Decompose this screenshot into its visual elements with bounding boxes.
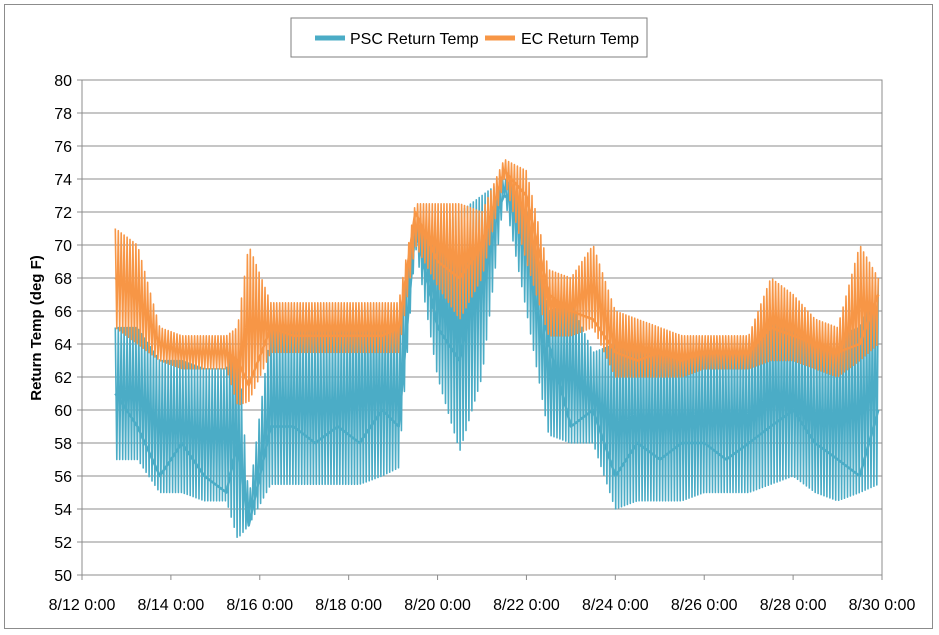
x-tick-label: 8/28 0:00 — [760, 597, 827, 614]
y-axis-label: Return Temp (deg F) — [28, 255, 45, 401]
x-axis: 8/12 0:00 8/14 0:00 8/16 0:00 8/18 0:00 8/20… — [49, 575, 916, 614]
y-tick-label: 54 — [54, 502, 72, 519]
x-tick-label: 8/12 0:00 — [49, 597, 116, 614]
plot-area — [81, 79, 883, 576]
x-tick-label: 8/14 0:00 — [138, 597, 205, 614]
series-line-ec — [114, 169, 880, 387]
x-tick-label: 8/16 0:00 — [226, 597, 293, 614]
series-band-ec — [114, 159, 880, 406]
legend-ec-label: EC Return Temp — [521, 31, 639, 48]
legend: PSC Return Temp EC Return Temp — [290, 17, 648, 58]
y-tick-label: 70 — [54, 238, 72, 255]
x-tick-label: 8/20 0:00 — [404, 597, 471, 614]
legend-psc-label: PSC Return Temp — [350, 31, 479, 48]
x-tick-label: 8/30 0:00 — [849, 597, 916, 614]
y-tick-label: 74 — [54, 172, 72, 189]
y-tick-label: 76 — [54, 139, 72, 156]
x-tick-label: 8/26 0:00 — [671, 597, 738, 614]
x-tick-label: 8/18 0:00 — [315, 597, 382, 614]
x-tick-label: 8/22 0:00 — [493, 597, 560, 614]
y-tick-label: 64 — [54, 337, 72, 354]
y-tick-label: 62 — [54, 370, 72, 387]
y-tick-label: 66 — [54, 304, 72, 321]
y-tick-label: 58 — [54, 436, 72, 453]
series-layer — [114, 159, 880, 539]
legend-box — [290, 17, 648, 58]
y-tick-label: 80 — [54, 73, 72, 90]
y-tick-label: 68 — [54, 271, 72, 288]
y-tick-label: 56 — [54, 469, 72, 486]
y-tick-label: 72 — [54, 205, 72, 222]
y-tick-label: 60 — [54, 403, 72, 420]
x-tick-label: 8/24 0:00 — [582, 597, 649, 614]
y-tick-label: 78 — [54, 106, 72, 123]
y-tick-label: 52 — [54, 535, 72, 552]
y-axis: 50 52 54 56 58 60 62 64 66 68 70 72 74 76 78 80 — [54, 73, 82, 585]
y-tick-label: 50 — [54, 568, 72, 585]
